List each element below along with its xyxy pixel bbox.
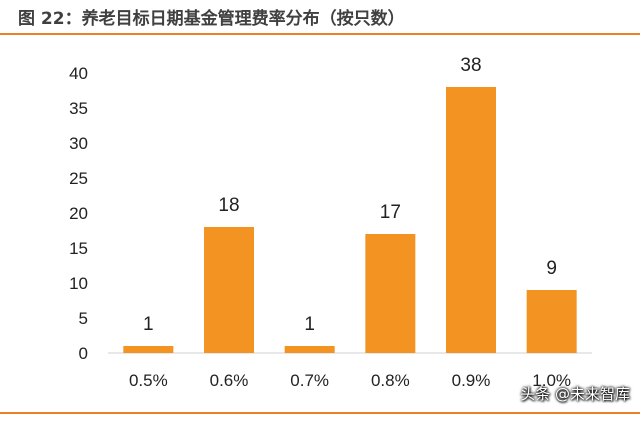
figure-title: 图 22：养老目标日期基金管理费率分布（按只数） [18, 9, 405, 29]
x-category-label: 0.9% [452, 371, 491, 390]
y-tick-label: 0 [79, 344, 88, 363]
footer-rule [0, 412, 640, 414]
bar [526, 290, 577, 353]
watermark: 头条 @未来智库 [520, 385, 630, 403]
data-label: 38 [460, 55, 481, 76]
data-label: 18 [218, 195, 239, 216]
bar [446, 87, 496, 353]
bar [284, 346, 335, 353]
x-category-label: 0.6% [210, 371, 249, 390]
x-category-label: 1.0% [532, 371, 571, 390]
y-tick-label: 40 [69, 64, 88, 83]
y-tick-label: 5 [79, 309, 88, 328]
y-tick-label: 35 [69, 99, 88, 118]
data-label: 17 [380, 202, 401, 223]
bar [365, 234, 416, 353]
data-label: 9 [546, 258, 557, 279]
y-tick-label: 25 [69, 169, 88, 188]
x-category-label: 0.8% [371, 371, 410, 390]
y-tick-label: 10 [69, 274, 88, 293]
x-category-label: 0.5% [129, 371, 168, 390]
data-label: 1 [304, 314, 315, 335]
bar [204, 227, 254, 353]
y-tick-label: 15 [69, 239, 88, 258]
x-category-label: 0.7% [290, 371, 329, 390]
title-rule [0, 33, 640, 35]
data-label: 1 [143, 314, 154, 335]
y-tick-label: 20 [69, 204, 88, 223]
bar [123, 346, 174, 353]
y-tick-label: 30 [69, 134, 88, 153]
